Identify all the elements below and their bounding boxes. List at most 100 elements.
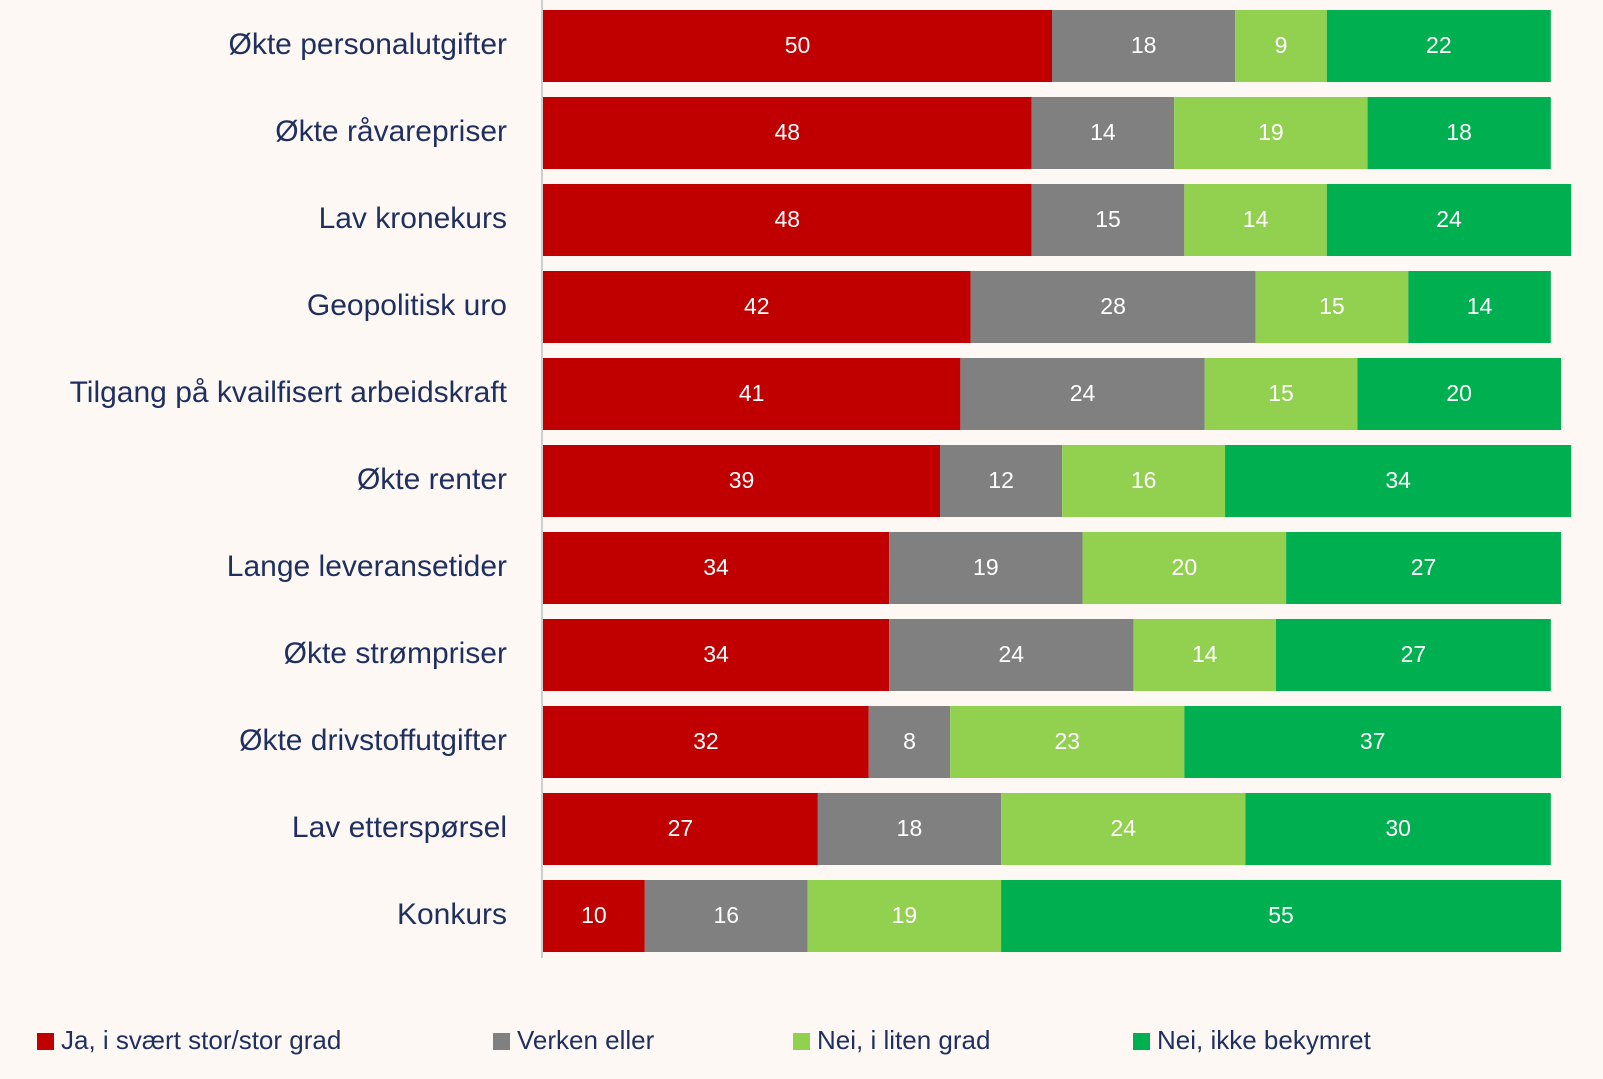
data-label: 23 (1054, 728, 1080, 754)
data-label: 42 (744, 293, 770, 319)
bar-segment (889, 532, 1083, 604)
data-label: 15 (1319, 293, 1345, 319)
bar-segment (543, 619, 890, 691)
data-label: 8 (903, 728, 916, 754)
bar-segment (543, 532, 890, 604)
bar-segment (1184, 706, 1561, 778)
category-label: Økte drivstoffutgifter (239, 724, 507, 757)
category-label: Økte personalutgifter (229, 28, 507, 61)
data-label: 14 (1467, 293, 1493, 319)
data-label: 19 (892, 902, 918, 928)
bar-segment (1235, 10, 1327, 82)
data-label: 20 (1172, 554, 1198, 580)
bar-segment (1184, 184, 1327, 256)
data-label: 14 (1192, 641, 1218, 667)
bar-segment (543, 880, 645, 952)
data-label: 16 (713, 902, 739, 928)
data-label: 39 (729, 467, 755, 493)
bar-segment (644, 880, 808, 952)
category-label: Geopolitisk uro (307, 289, 507, 322)
data-label: 18 (1131, 32, 1157, 58)
bar-segment (1367, 97, 1551, 169)
data-label: 14 (1243, 206, 1269, 232)
legend-swatch (1133, 1033, 1150, 1050)
bar-segment (868, 706, 951, 778)
data-label: 14 (1090, 119, 1116, 145)
data-label: 18 (897, 815, 923, 841)
bar-segment (1052, 10, 1236, 82)
data-label: 34 (703, 641, 729, 667)
legend-swatch (493, 1033, 510, 1050)
data-label: 28 (1100, 293, 1126, 319)
bar-segment (543, 445, 941, 517)
legend-label: Nei, i liten grad (817, 1025, 990, 1055)
data-label: 34 (703, 554, 729, 580)
bar-segment (1326, 184, 1572, 256)
bar-segment (1174, 97, 1368, 169)
bar-segment (543, 358, 961, 430)
data-label: 50 (785, 32, 811, 58)
data-label: 10 (581, 902, 607, 928)
data-label: 16 (1131, 467, 1157, 493)
data-label: 27 (1401, 641, 1427, 667)
data-label: 20 (1446, 380, 1472, 406)
data-label: 22 (1426, 32, 1452, 58)
legend-swatch (37, 1033, 54, 1050)
data-label: 37 (1360, 728, 1386, 754)
data-label: 15 (1095, 206, 1121, 232)
bar-segment (543, 184, 1032, 256)
data-label: 34 (1385, 467, 1411, 493)
category-label: Lange leveransetider (227, 550, 507, 583)
bar-segment (1082, 532, 1287, 604)
bar-segment (1001, 793, 1246, 865)
data-label: 19 (1258, 119, 1284, 145)
category-label: Tilgang på kvailfisert arbeidskraft (70, 376, 508, 409)
data-label: 24 (1070, 380, 1096, 406)
category-label: Økte strømpriser (284, 637, 507, 670)
bar-segment (817, 793, 1002, 865)
bar-segment (950, 706, 1185, 778)
bar-segment (1001, 880, 1561, 952)
bar-segment (807, 880, 1002, 952)
data-label: 24 (1436, 206, 1462, 232)
data-label: 55 (1268, 902, 1294, 928)
bar-segment (543, 97, 1032, 169)
bar-segment (543, 706, 869, 778)
legend-swatch (793, 1033, 810, 1050)
bar-segment (1326, 10, 1551, 82)
bar-segment (960, 358, 1205, 430)
category-label: Lav etterspørsel (292, 811, 507, 844)
bar-segment (1255, 271, 1409, 343)
data-label: 24 (998, 641, 1024, 667)
category-label: Økte renter (357, 463, 507, 496)
data-label: 15 (1268, 380, 1294, 406)
bar-segment (1225, 445, 1572, 517)
legend-label: Verken eller (517, 1025, 655, 1055)
bar-segment (1031, 184, 1185, 256)
bar-segment (1245, 793, 1551, 865)
bar-segment (1275, 619, 1551, 691)
data-label: 18 (1446, 119, 1472, 145)
data-label: 27 (1411, 554, 1437, 580)
bar-segment (940, 445, 1063, 517)
bar-segment (1031, 97, 1175, 169)
category-label: Konkurs (397, 898, 507, 931)
bar-segment (543, 793, 818, 865)
bar-segment (1133, 619, 1276, 691)
legend-label: Ja, i svært stor/stor grad (61, 1025, 341, 1055)
data-label: 48 (775, 119, 801, 145)
data-label: 32 (693, 728, 719, 754)
data-label: 9 (1275, 32, 1288, 58)
data-label: 19 (973, 554, 999, 580)
bar-segment (543, 10, 1052, 82)
legend-label: Nei, ikke bekymret (1157, 1025, 1372, 1055)
category-label: Økte råvarepriser (275, 115, 507, 148)
bar-segment (1062, 445, 1226, 517)
data-label: 12 (988, 467, 1014, 493)
bar-segment (1408, 271, 1551, 343)
data-label: 27 (668, 815, 694, 841)
bar-segment (1357, 358, 1561, 430)
bar-segment (889, 619, 1134, 691)
data-label: 24 (1110, 815, 1136, 841)
